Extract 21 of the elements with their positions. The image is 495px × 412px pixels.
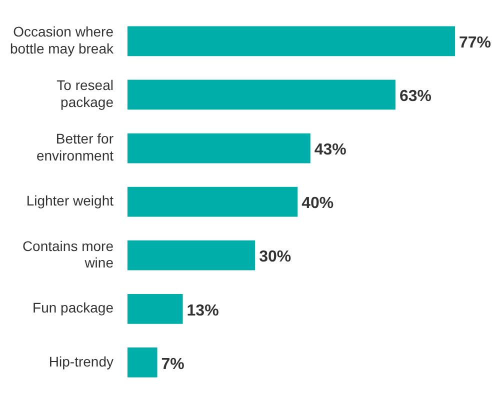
bar: [127, 186, 298, 217]
y-tick-label: Better for environment: [36, 130, 114, 164]
data-label: 30%: [259, 248, 292, 266]
data-label: 7%: [161, 356, 184, 373]
y-tick-label: Lighter weight: [26, 192, 114, 209]
y-tick-label: Hip-trendy: [48, 353, 114, 370]
data-label: 40%: [302, 195, 334, 212]
bar: [127, 294, 183, 324]
y-tick-label: Contains more wine: [22, 238, 114, 271]
y-tick-label: Occasion where bottle may break: [10, 24, 114, 56]
bar: [127, 347, 158, 378]
bar: [127, 80, 396, 110]
data-label: 43%: [314, 142, 346, 159]
bar: [127, 133, 310, 164]
y-tick-label: Fun package: [32, 300, 114, 316]
y-tick-label: To reseal package: [56, 77, 114, 110]
data-label: 77%: [459, 34, 492, 52]
data-label: 63%: [399, 88, 432, 106]
data-label: 13%: [186, 302, 219, 320]
bar: [127, 26, 455, 56]
bar: [127, 240, 256, 270]
